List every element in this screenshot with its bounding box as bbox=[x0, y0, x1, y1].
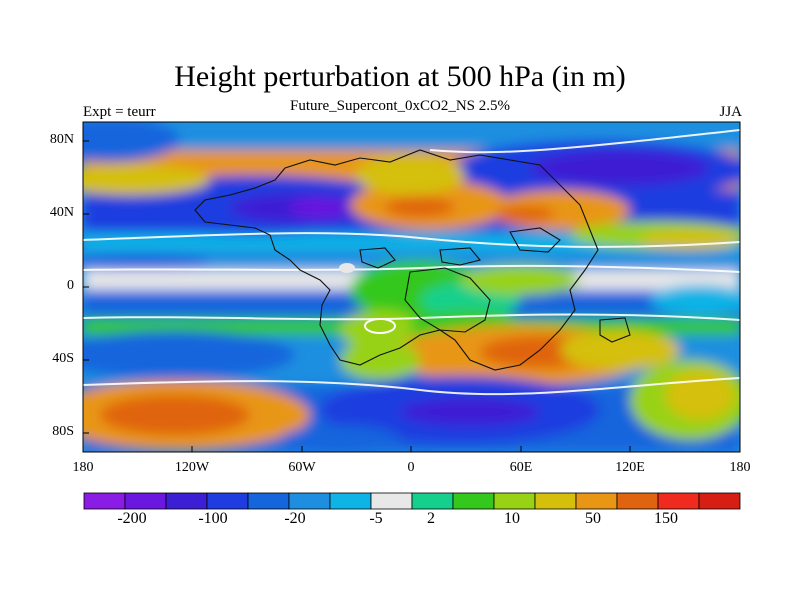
colorbar-label: -100 bbox=[198, 510, 228, 527]
colorbar-swatch bbox=[124, 492, 167, 510]
colorbar-swatch bbox=[493, 492, 536, 510]
colorbar-label: -200 bbox=[117, 510, 147, 527]
colorbar-swatch bbox=[206, 492, 249, 510]
colorbar-swatch bbox=[83, 492, 126, 510]
colorbar-label: 50 bbox=[585, 510, 601, 527]
lon-label: 120E bbox=[615, 460, 645, 475]
continent-outline bbox=[194, 149, 631, 371]
colorbar-label: 150 bbox=[654, 510, 678, 527]
colorbar-swatch bbox=[657, 492, 700, 510]
season-label: JJA bbox=[719, 104, 742, 120]
colorbar-swatch bbox=[452, 492, 495, 510]
colorbar bbox=[83, 492, 741, 510]
contour-field bbox=[83, 122, 740, 452]
colorbar-label: 2 bbox=[427, 510, 435, 527]
colorbar-label: -5 bbox=[369, 510, 383, 527]
plot-title: Height perturbation at 500 hPa (in m) bbox=[174, 60, 626, 93]
colorbar-swatch bbox=[616, 492, 659, 510]
colorbar-swatch bbox=[329, 492, 372, 510]
colorbar-swatch bbox=[247, 492, 290, 510]
lat-label: 80N bbox=[49, 132, 74, 147]
experiment-label: Expt = teurr bbox=[83, 104, 156, 120]
colorbar-swatch bbox=[698, 492, 741, 510]
lat-label: 80S bbox=[52, 424, 74, 439]
lon-label: 180 bbox=[72, 460, 94, 475]
colorbar-label: -20 bbox=[284, 510, 306, 527]
lon-label: 60E bbox=[509, 460, 533, 475]
lon-label: 120W bbox=[174, 460, 210, 475]
lat-label: 40S bbox=[52, 351, 74, 366]
colorbar-label: 10 bbox=[504, 510, 520, 527]
colorbar-swatch bbox=[534, 492, 577, 510]
plot-subtitle: Future_Supercont_0xCO2_NS 2.5% bbox=[290, 98, 510, 114]
colorbar-swatch bbox=[165, 492, 208, 510]
lat-label: 40N bbox=[49, 205, 74, 220]
lon-label: 0 bbox=[407, 460, 415, 475]
lat-label: 0 bbox=[67, 278, 74, 293]
colorbar-swatch bbox=[411, 492, 454, 510]
lon-label: 60W bbox=[288, 460, 316, 475]
colorbar-swatch bbox=[575, 492, 618, 510]
axis-ticks bbox=[82, 140, 741, 452]
colorbar-swatch bbox=[370, 492, 413, 510]
colorbar-swatch bbox=[288, 492, 331, 510]
lon-label: 180 bbox=[729, 460, 751, 475]
